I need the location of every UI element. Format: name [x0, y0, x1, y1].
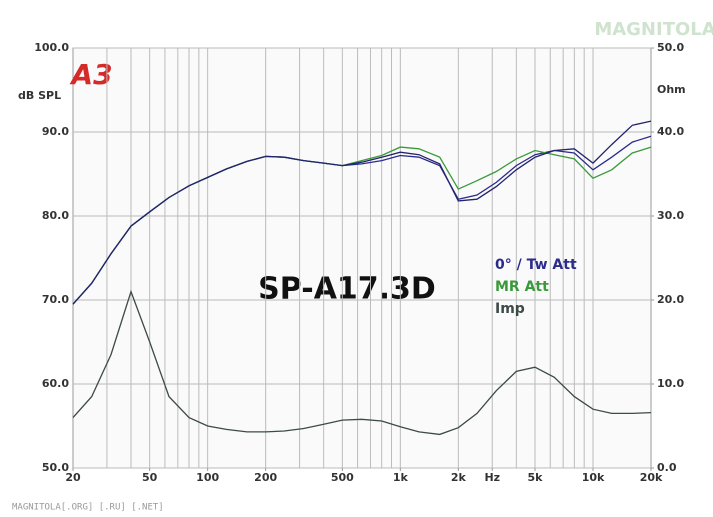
x-tick-label: 500 [331, 471, 354, 484]
x-tick-label: 5k [528, 471, 544, 484]
y2-tick-label: 50.0 [657, 41, 684, 54]
footer: MAGNITOLA[.ORG] [.RU] [.NET] [12, 503, 164, 513]
y-tick-label: 90.0 [42, 125, 69, 138]
series-line [72, 120, 652, 305]
x-tick-label: 10k [582, 471, 605, 484]
y2-tick-label: 0.0 [657, 461, 677, 474]
x-tick-label: 20k [640, 471, 663, 484]
y-tick-label: 70.0 [42, 293, 69, 306]
x-tick-label: 1k [393, 471, 409, 484]
y-tick-label: 80.0 [42, 209, 69, 222]
x-tick-label: Hz [484, 471, 500, 484]
x-tick-label: 100 [196, 471, 219, 484]
y-tick-label: 60.0 [42, 377, 69, 390]
plot-area [72, 47, 652, 469]
watermark: MAGNITOLA [594, 19, 713, 40]
y2-tick-label: 20.0 [657, 293, 684, 306]
x-tick-label: 50 [142, 471, 158, 484]
x-tick-label: 20 [65, 471, 81, 484]
chart-title: SP-A17.3D [258, 272, 436, 307]
y-tick-label: 50.0 [42, 461, 69, 474]
y2-axis-label: Ohm [657, 83, 686, 96]
y-axis-label: dB SPL [18, 89, 61, 102]
x-tick-label: 2k [451, 471, 467, 484]
y2-tick-label: 10.0 [657, 377, 684, 390]
legend-entry: 0° / Tw Att [495, 257, 577, 273]
series-line [72, 289, 652, 436]
legend-entry: MR Att [495, 279, 549, 295]
y2-tick-label: 30.0 [657, 209, 684, 222]
y2-tick-label: 40.0 [657, 125, 684, 138]
x-tick-label: 200 [254, 471, 277, 484]
logo: A3 [69, 58, 112, 91]
legend-entry: Imp [495, 301, 525, 317]
y-tick-label: 100.0 [34, 41, 69, 54]
